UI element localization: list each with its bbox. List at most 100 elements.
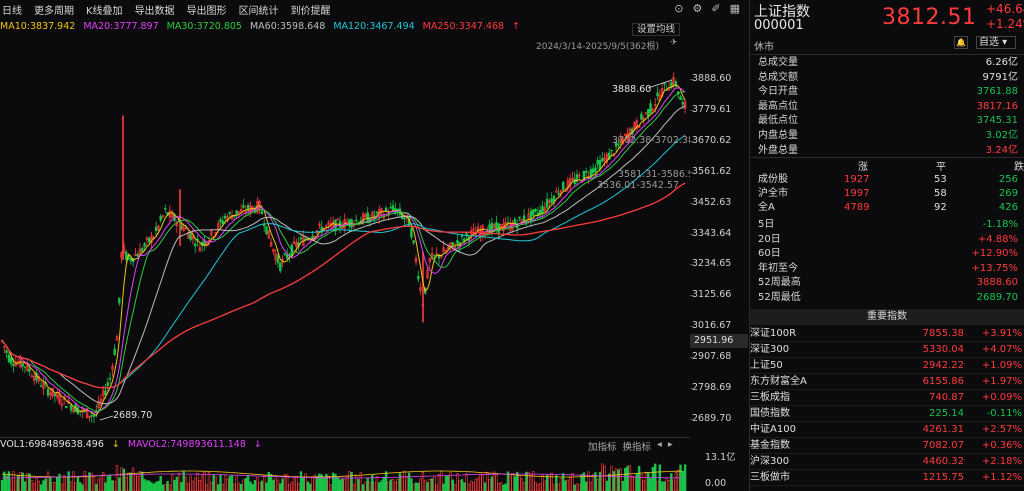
volume-chart[interactable] [0, 452, 690, 491]
axis-tick [690, 233, 694, 235]
switch-indicator-button[interactable]: 换指标 [622, 442, 652, 453]
volume-bar [382, 476, 385, 491]
candle-body [617, 143, 620, 146]
candlestick-chart[interactable]: 3888.60 2689.70 3702.38-3702.38 3581.31-358… [0, 48, 690, 438]
grid-icon[interactable]: ▦ [729, 2, 740, 15]
volume-bar [561, 473, 565, 491]
index-row-name: 沪深300 [750, 456, 790, 467]
volume-bar [214, 476, 218, 491]
volume-bar [536, 484, 540, 491]
toolbar-item-5[interactable]: 区间统计 [238, 5, 279, 17]
candle-body [299, 237, 303, 240]
volume-bar [69, 481, 73, 491]
index-row[interactable]: 深证100R 7855.38 +3.91% [750, 326, 1024, 342]
volume-bar [244, 477, 247, 491]
volume-bar [122, 468, 126, 491]
volume-bar [481, 474, 484, 491]
right-icon[interactable]: ▸ [667, 439, 673, 450]
stat-label: 最低点位 [758, 115, 798, 127]
stat-row: 最低点位 3745.31 [750, 114, 1024, 129]
pin-icon[interactable]: ✈ [670, 38, 678, 48]
candles [0, 72, 687, 423]
candle-body [279, 262, 282, 272]
index-row[interactable]: 三板成指 740.87 +0.09% [750, 390, 1024, 406]
volume-bar [663, 481, 666, 491]
volume-bar [635, 473, 639, 491]
volume-bar [106, 476, 110, 491]
axis-tick [690, 326, 694, 328]
index-row[interactable]: 基金指数 7082.07 +0.36% [750, 438, 1024, 454]
volume-bar [568, 477, 572, 491]
chevron-down-icon[interactable]: ⊙ [674, 2, 684, 15]
candle-body [46, 388, 50, 396]
index-row-name: 深证100R [750, 328, 797, 339]
ma-settings-button[interactable]: 设置均线 [632, 23, 681, 36]
settings-icon[interactable]: ⚙ [692, 2, 703, 15]
indicator-tools: 加指标 换指标 ◂ ▸ [588, 439, 673, 453]
volume-bar [240, 483, 243, 491]
volume-bar [580, 474, 583, 491]
volume-bar [564, 480, 567, 491]
index-row[interactable]: 深证300 5330.04 +4.07% [750, 342, 1024, 358]
candle-body [102, 389, 105, 396]
toolbar-item-4[interactable]: 导出图形 [186, 5, 227, 17]
volume-bar [39, 484, 43, 491]
index-row[interactable]: 沪深300 4460.32 +2.18% [750, 454, 1024, 470]
volume-bar [444, 475, 448, 491]
index-row-price: 7855.38 [922, 328, 964, 339]
index-row[interactable]: 三板做市 1215.75 +1.12% [750, 470, 1024, 486]
alert-bell-icon[interactable]: 🔔 [954, 36, 968, 49]
volume-bar [366, 478, 369, 491]
volume-bar [274, 477, 277, 491]
perf-value: 2689.70 [976, 292, 1018, 303]
volume-bar [479, 473, 482, 491]
volume-bar [605, 480, 609, 491]
volume-bar [598, 471, 602, 491]
candle-body [14, 361, 17, 367]
index-row-change: +3.91% [981, 328, 1022, 339]
candle-body [345, 222, 349, 224]
index-row[interactable]: 上证50 2942.22 +1.09% [750, 358, 1024, 374]
volume-bar [497, 482, 500, 491]
add-indicator-button[interactable]: 加指标 [588, 442, 617, 453]
index-row[interactable]: 东方财富全A 6155.86 +1.97% [750, 374, 1024, 390]
volume-bar [161, 484, 165, 491]
toolbar-item-3[interactable]: 导出数据 [134, 5, 175, 17]
volume-bar [555, 475, 558, 491]
pin-icon[interactable]: ✐ [711, 2, 721, 15]
volume-bar [676, 469, 680, 491]
left-icon[interactable]: ◂ [657, 439, 662, 450]
candle-body [325, 225, 328, 227]
toolbar-item-6[interactable]: 到价提醒 [290, 5, 331, 17]
add-watchlist-button[interactable]: 自选 ▾ [976, 36, 1016, 49]
volume-bar [131, 467, 135, 491]
ma-line-4 [1, 134, 686, 389]
volume-bar [205, 484, 208, 491]
toolbar-item-0[interactable]: 日线 [2, 5, 22, 17]
toolbar-item-2[interactable]: K线叠加 [86, 5, 123, 17]
volume-bar [474, 478, 477, 491]
volume-bar [108, 474, 112, 491]
candle-body [649, 103, 652, 114]
candle-body [656, 92, 659, 96]
candle-body [610, 149, 613, 152]
index-row[interactable]: 中证A100 4261.31 +2.57% [750, 422, 1024, 438]
volume-bar [166, 481, 169, 491]
volume-bar [472, 482, 475, 491]
breadth-header-up: 涨 [858, 162, 868, 173]
candle-body [428, 258, 431, 262]
stat-row: 最高点位 3817.16 [750, 100, 1024, 115]
stat-label: 外盘总量 [758, 144, 798, 156]
volume-bar [492, 471, 496, 491]
volume-bar [164, 484, 167, 491]
index-row[interactable]: 国债指数 225.14 -0.11% [750, 406, 1024, 422]
volume-bar [633, 476, 636, 491]
candle-body [594, 167, 597, 173]
candle-body [283, 253, 287, 256]
toolbar-item-1[interactable]: 更多周期 [34, 5, 74, 17]
candle-body [377, 209, 381, 218]
breadth-flat: 92 [934, 202, 947, 213]
volume-bar [42, 480, 45, 491]
stat-row: 总成交量 6.26亿 [750, 56, 1024, 71]
index-row-change: +0.36% [981, 440, 1022, 451]
